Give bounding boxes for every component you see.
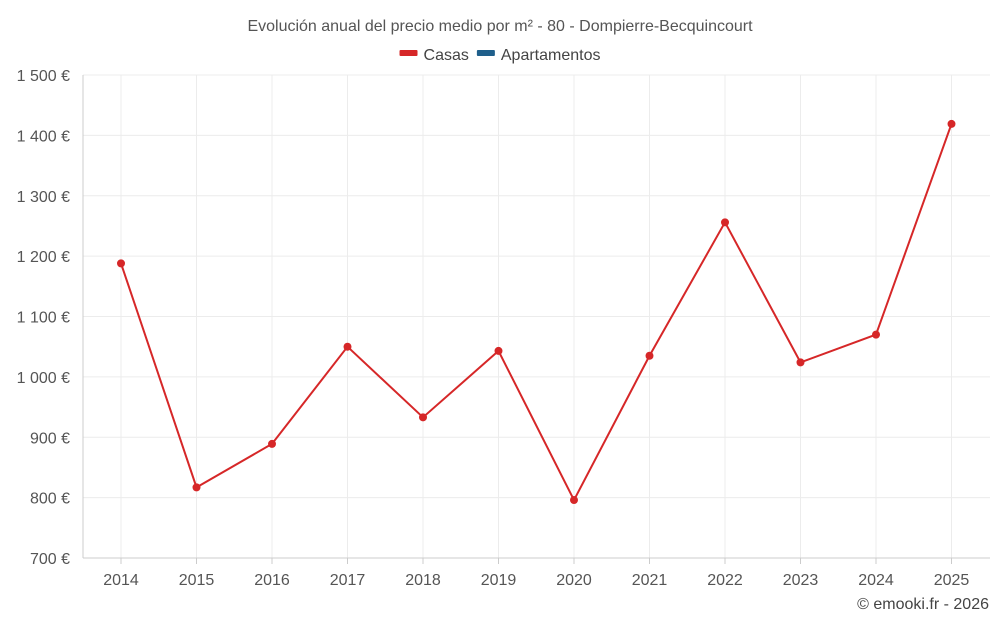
data-point-casas-2021[interactable] — [645, 351, 654, 360]
legend: Casas Apartamentos — [399, 47, 601, 64]
y-tick-label: 900 € — [30, 430, 70, 447]
x-tick-label: 2018 — [405, 572, 441, 589]
series-line-casas — [120, 123, 953, 503]
grid — [83, 74, 990, 558]
data-point-casas-2024[interactable] — [872, 330, 880, 339]
y-tick-label: 1 400 € — [17, 128, 70, 145]
data-point-casas-2016[interactable] — [268, 439, 276, 448]
legend-item-casas[interactable]: Casas — [399, 47, 469, 64]
x-tick-label: 2016 — [254, 572, 290, 589]
data-point-casas-2015[interactable] — [192, 483, 201, 492]
x-tick-label: 2025 — [934, 572, 970, 589]
x-tick-label: 2017 — [330, 572, 366, 589]
x-tick-label: 2015 — [179, 572, 215, 589]
chart-title: Evolución anual del precio medio por m² … — [247, 18, 753, 35]
axes: 700 € 800 € 900 € 1 000 € 1 100 € 1 200 € 1 30… — [17, 68, 990, 589]
data-point-casas-2022[interactable] — [721, 218, 729, 227]
legend-label: Apartamentos — [501, 47, 601, 64]
data-point-casas-2023[interactable] — [796, 358, 805, 367]
x-tick-label: 2022 — [707, 572, 743, 589]
data-point-casas-2017[interactable] — [343, 342, 352, 351]
data-point-casas-2014[interactable] — [117, 259, 125, 268]
x-tick-label: 2023 — [783, 572, 819, 589]
data-point-casas-2019[interactable] — [494, 346, 503, 355]
legend-item-apartamentos[interactable]: Apartamentos — [476, 47, 601, 64]
legend-swatch — [399, 50, 418, 56]
data-point-casas-2018[interactable] — [419, 413, 427, 422]
x-tick-label: 2014 — [103, 572, 139, 589]
y-tick-label: 1 100 € — [17, 310, 70, 327]
x-tick-label: 2024 — [858, 572, 894, 589]
data-point-casas-2020[interactable] — [570, 496, 578, 505]
y-tick-label: 1 200 € — [17, 249, 70, 266]
legend-swatch — [476, 50, 495, 56]
x-tick-label: 2020 — [556, 572, 592, 589]
y-tick-label: 800 € — [30, 491, 70, 508]
legend-label: Casas — [424, 47, 469, 64]
data-point-casas-2025[interactable] — [947, 119, 956, 128]
y-tick-label: 700 € — [30, 551, 70, 568]
y-tick-label: 1 000 € — [17, 370, 70, 387]
y-tick-label: 1 500 € — [17, 68, 70, 85]
x-tick-label: 2021 — [632, 572, 668, 589]
plot-area — [117, 119, 956, 505]
x-tick-label: 2019 — [481, 572, 517, 589]
credit-text: © emooki.fr - 2026 — [857, 596, 989, 613]
y-tick-label: 1 300 € — [17, 189, 70, 206]
